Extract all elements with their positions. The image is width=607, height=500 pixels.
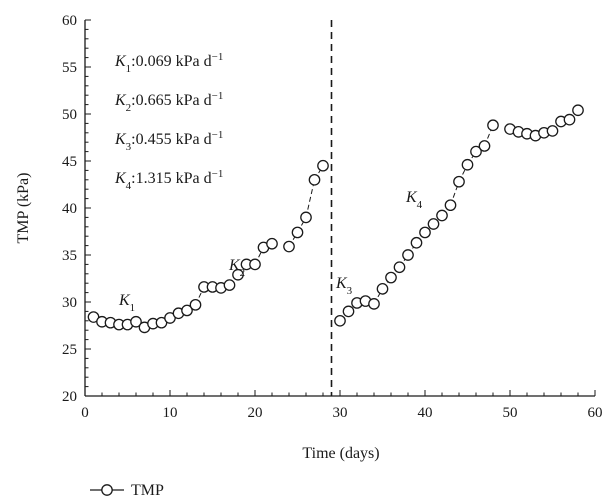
x-tick-label: 20 bbox=[248, 405, 263, 421]
k4-symbol: K bbox=[114, 170, 127, 187]
tmp-data-point bbox=[461, 158, 474, 171]
y-tick-label: 20 bbox=[62, 389, 77, 405]
segment-k3-symbol: K bbox=[335, 275, 348, 292]
tmp-data-point bbox=[189, 298, 202, 311]
k2-subscript: 2 bbox=[126, 102, 132, 114]
tmp-data-point bbox=[334, 314, 346, 327]
tmp-data-point bbox=[223, 279, 236, 291]
x-tick-label: 10 bbox=[163, 405, 178, 421]
k3-symbol: K bbox=[114, 131, 127, 148]
tmp-data-point bbox=[393, 261, 406, 274]
k1-annotation: K1:0.069 kPa d−1 bbox=[114, 51, 223, 75]
tmp-data-point bbox=[266, 237, 278, 250]
tmp-data-point bbox=[453, 175, 465, 188]
k3-superscript: −1 bbox=[212, 129, 224, 141]
k1-value: :0.069 kPa d bbox=[131, 53, 211, 70]
tmp-data-point bbox=[130, 315, 142, 328]
y-axis-label: TMP (kPa) bbox=[15, 173, 32, 244]
tmp-data-point bbox=[470, 145, 482, 158]
x-tick-label: 50 bbox=[503, 405, 518, 421]
k1-subscript: 1 bbox=[126, 63, 132, 75]
tmp-data-point bbox=[478, 140, 491, 152]
tmp-data-point bbox=[308, 173, 321, 186]
k3-subscript: 3 bbox=[126, 141, 132, 153]
tmp-data-point bbox=[563, 113, 576, 126]
tmp-data-point bbox=[402, 249, 414, 261]
trend-connector bbox=[305, 179, 315, 218]
tmp-data-point bbox=[181, 304, 193, 317]
k4-annotation: K4:1.315 kPa d−1 bbox=[114, 168, 223, 192]
k2-annotation: K2:0.665 kPa d−1 bbox=[114, 90, 223, 114]
y-tick-label: 40 bbox=[62, 201, 77, 217]
legend-marker bbox=[101, 484, 113, 496]
segment-k3-subscript: 3 bbox=[347, 285, 353, 297]
x-tick-label: 40 bbox=[418, 405, 433, 421]
y-tick-label: 50 bbox=[62, 107, 77, 123]
data-points bbox=[87, 104, 584, 334]
y-tick-label: 25 bbox=[62, 342, 77, 358]
x-tick-label: 30 bbox=[333, 405, 348, 421]
tmp-data-point bbox=[427, 218, 440, 230]
x-axis-label: Time (days) bbox=[302, 445, 379, 462]
k2-value: :0.665 kPa d bbox=[131, 92, 211, 109]
k1-symbol: K bbox=[114, 53, 127, 70]
y-tick-label: 45 bbox=[62, 154, 77, 170]
segment-label-k3: K3 bbox=[335, 275, 353, 297]
tmp-data-point bbox=[410, 236, 423, 249]
segment-label-k1: K1 bbox=[118, 292, 135, 314]
ticks bbox=[84, 19, 596, 397]
legend: TMP bbox=[90, 482, 164, 499]
k1-superscript: −1 bbox=[212, 51, 224, 63]
tmp-data-point bbox=[300, 211, 312, 224]
tick-labels: 0 10 20 30 40 50 60 20 25 30 35 40 45 50 55 60 bbox=[62, 13, 603, 421]
x-tick-label: 0 bbox=[81, 405, 89, 421]
tmp-data-point bbox=[546, 125, 559, 137]
y-tick-label: 60 bbox=[62, 13, 77, 29]
tmp-data-point bbox=[317, 159, 329, 172]
tmp-data-point bbox=[376, 282, 389, 295]
k2-superscript: −1 bbox=[212, 90, 224, 102]
segment-k1-subscript: 1 bbox=[130, 302, 136, 314]
tmp-data-point bbox=[291, 226, 304, 239]
tmp-data-point bbox=[249, 258, 261, 271]
y-tick-label: 55 bbox=[62, 60, 77, 76]
tmp-data-point bbox=[385, 271, 397, 284]
tmp-data-point bbox=[444, 199, 457, 212]
tmp-data-point bbox=[232, 268, 244, 281]
tmp-data-point bbox=[572, 104, 584, 117]
tmp-data-point bbox=[368, 298, 380, 310]
legend-label-tmp: TMP bbox=[131, 482, 164, 499]
y-tick-label: 30 bbox=[62, 295, 77, 311]
axes bbox=[84, 20, 595, 397]
trend-connectors bbox=[144, 125, 494, 328]
segment-label-k4: K4 bbox=[405, 189, 423, 211]
k4-superscript: −1 bbox=[212, 168, 224, 180]
k2-symbol: K bbox=[114, 92, 127, 109]
tmp-data-point bbox=[419, 226, 431, 239]
segment-k4-subscript: 4 bbox=[417, 199, 423, 211]
k3-annotation: K3:0.455 kPa d−1 bbox=[114, 129, 223, 153]
tmp-data-point bbox=[436, 209, 448, 222]
segment-k2-symbol: K bbox=[228, 257, 241, 274]
k3-value: :0.455 kPa d bbox=[131, 131, 211, 148]
tmp-data-point bbox=[283, 240, 295, 253]
y-tick-label: 35 bbox=[62, 248, 77, 264]
segment-k4-symbol: K bbox=[405, 189, 418, 206]
tmp-data-point bbox=[342, 305, 355, 318]
segment-k1-symbol: K bbox=[118, 292, 131, 309]
segment-k2-subscript: 2 bbox=[240, 267, 246, 279]
tmp-data-point bbox=[487, 119, 499, 132]
k4-value: :1.315 kPa d bbox=[131, 170, 211, 187]
x-tick-label: 60 bbox=[588, 405, 603, 421]
segment-label-k2: K2 bbox=[228, 257, 245, 279]
k4-subscript: 4 bbox=[126, 180, 132, 192]
